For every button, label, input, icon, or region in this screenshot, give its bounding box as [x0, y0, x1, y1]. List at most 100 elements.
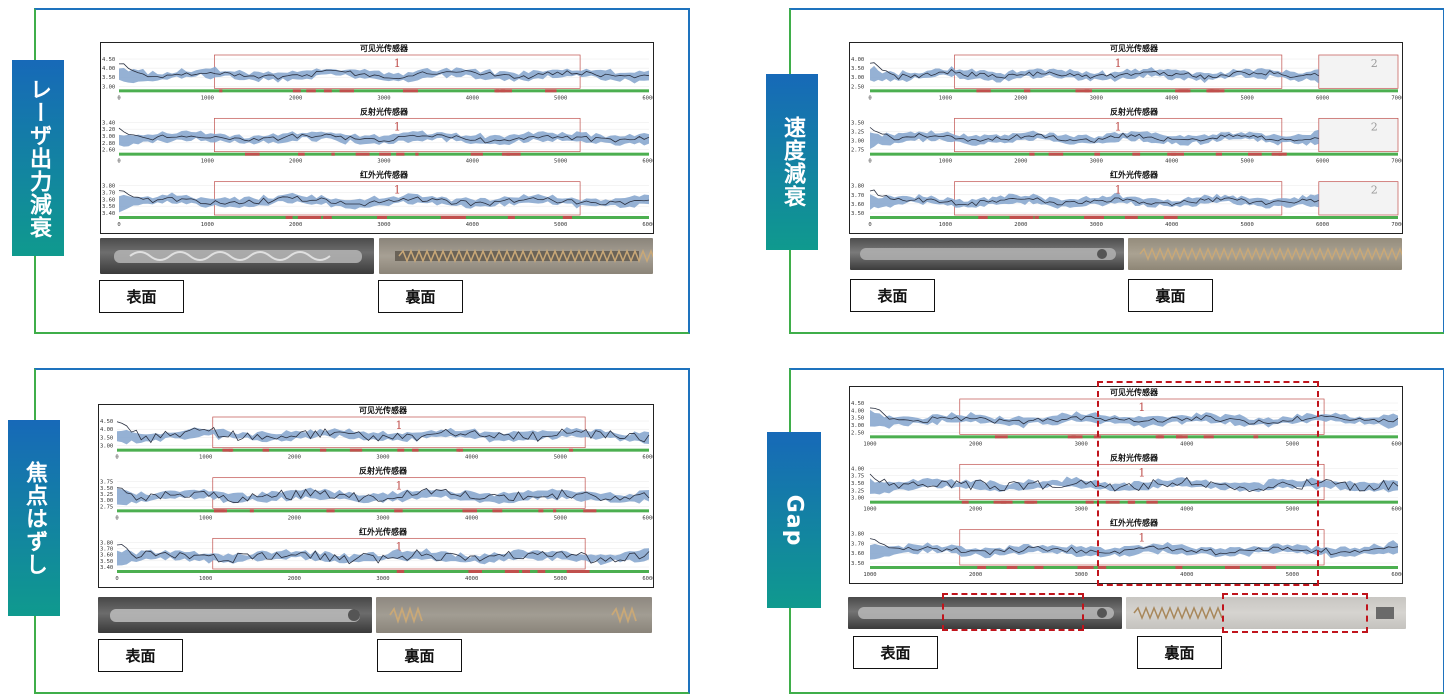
- x-tick-label: 1000: [939, 159, 952, 165]
- x-tick-label: 6000: [642, 95, 653, 101]
- y-tick-label: 3.70: [851, 541, 864, 547]
- status-ng-segment: [1215, 152, 1222, 156]
- x-tick-label: 1000: [199, 576, 212, 582]
- sensor-band: [870, 540, 1398, 560]
- sensor-band: [870, 476, 1398, 495]
- tag-gap-text: Gap: [781, 494, 807, 546]
- chart-title: 反射光传感器: [359, 466, 408, 476]
- status-ng-segment: [1124, 216, 1133, 219]
- x-tick-label: 1000: [863, 507, 876, 513]
- status-ng-segment: [339, 89, 355, 93]
- status-bar: [870, 435, 1398, 439]
- sensor-line: [118, 63, 650, 80]
- status-ng-segment: [506, 152, 521, 156]
- y-tick-label: 2.50: [851, 84, 864, 90]
- sensor-band: [119, 192, 649, 213]
- label-back-gap: 裏面: [1137, 636, 1222, 669]
- status-ng-segment: [1080, 566, 1094, 569]
- status-ng-segment: [376, 216, 388, 219]
- x-tick-label: 2000: [1014, 159, 1027, 165]
- chart-title: 可见光传感器: [1110, 43, 1159, 53]
- y-tick-label: 2.50: [851, 430, 864, 436]
- x-tick-label: 0: [868, 159, 871, 165]
- x-tick-label: 5000: [1241, 95, 1254, 101]
- region-box-2: [1318, 181, 1399, 216]
- region-box-2: [1318, 54, 1399, 89]
- y-tick-label: 3.50: [100, 435, 113, 441]
- y-tick-label: 3.00: [100, 498, 113, 504]
- x-tick-label: 6000: [1391, 507, 1402, 513]
- x-tick-label: 3000: [1075, 441, 1088, 447]
- photo-surface-gap: [848, 597, 1122, 629]
- y-tick-label: 3.60: [100, 553, 113, 559]
- status-bar: [117, 509, 649, 513]
- sensor-line: [869, 62, 1320, 80]
- status-ng-segment: [1128, 500, 1135, 504]
- status-ng-segment: [545, 89, 557, 93]
- x-tick-label: 6000: [1316, 95, 1329, 101]
- x-tick-label: 1000: [863, 441, 876, 447]
- status-ng-segment: [396, 152, 405, 156]
- sensor-line: [869, 407, 1399, 425]
- status-ng-segment: [458, 448, 463, 452]
- y-tick-label: 3.50: [851, 120, 864, 126]
- status-ng-segment: [537, 570, 546, 573]
- y-tick-label: 3.25: [100, 492, 113, 498]
- x-tick-label: 0: [868, 222, 871, 228]
- status-ng-segment: [1084, 89, 1093, 93]
- region-label-2: 2: [1371, 57, 1378, 70]
- status-ng-segment: [323, 216, 332, 219]
- status-ng-segment: [566, 570, 579, 573]
- status-ng-segment: [1163, 216, 1178, 219]
- status-ng-segment: [228, 448, 234, 452]
- highlight-gap-chart: [1097, 381, 1319, 586]
- sensor-band: [119, 66, 649, 84]
- region-label: 1: [394, 120, 401, 133]
- status-bar: [117, 448, 649, 452]
- x-tick-label: 6000: [1391, 572, 1402, 578]
- y-tick-label: 3.60: [851, 551, 864, 557]
- x-tick-label: 6000: [642, 159, 653, 165]
- y-tick-label: 2.75: [851, 148, 864, 154]
- x-tick-label: 2000: [969, 507, 982, 513]
- region-label: 1: [1115, 57, 1122, 70]
- status-ng-segment: [319, 448, 327, 452]
- photo-back-focus: [376, 597, 652, 633]
- y-tick-label: 2.60: [102, 148, 115, 154]
- y-tick-label: 3.00: [102, 134, 115, 140]
- x-tick-label: 2000: [969, 572, 982, 578]
- status-ng-segment: [1105, 500, 1120, 504]
- status-ng-segment: [1278, 152, 1287, 156]
- region-label: 1: [394, 184, 401, 197]
- label-back-focus: 裏面: [377, 639, 462, 672]
- sensor-line: [118, 127, 650, 144]
- status-ng-segment: [1253, 435, 1259, 439]
- status-ng-segment: [349, 448, 363, 452]
- x-tick-label: 3000: [377, 95, 390, 101]
- y-tick-label: 3.00: [102, 84, 115, 90]
- status-ng-segment: [495, 89, 506, 93]
- y-tick-label: 3.50: [102, 75, 115, 81]
- status-ng-segment: [249, 509, 254, 513]
- status-ng-segment: [326, 509, 335, 513]
- status-ng-segment: [1097, 566, 1107, 569]
- status-ng-segment: [1034, 216, 1039, 219]
- x-tick-label: 5000: [554, 95, 567, 101]
- x-tick-label: 4000: [466, 222, 479, 228]
- x-tick-label: 4000: [465, 515, 478, 521]
- x-tick-label: 4000: [465, 455, 478, 461]
- y-tick-label: 3.00: [851, 423, 864, 429]
- status-ng-segment: [285, 216, 293, 219]
- label-surface-focus: 表面: [98, 639, 183, 672]
- x-tick-label: 2000: [288, 576, 301, 582]
- y-tick-label: 3.50: [851, 561, 864, 567]
- photo-back-speed: [1128, 238, 1413, 270]
- y-tick-label: 4.00: [851, 57, 864, 63]
- sensor-line: [869, 189, 1319, 207]
- status-ng-segment: [1048, 152, 1064, 156]
- x-tick-label: 5000: [1241, 222, 1254, 228]
- x-tick-label: 4000: [1165, 159, 1178, 165]
- status-ng-segment: [1209, 89, 1220, 93]
- x-tick-label: 3000: [377, 159, 390, 165]
